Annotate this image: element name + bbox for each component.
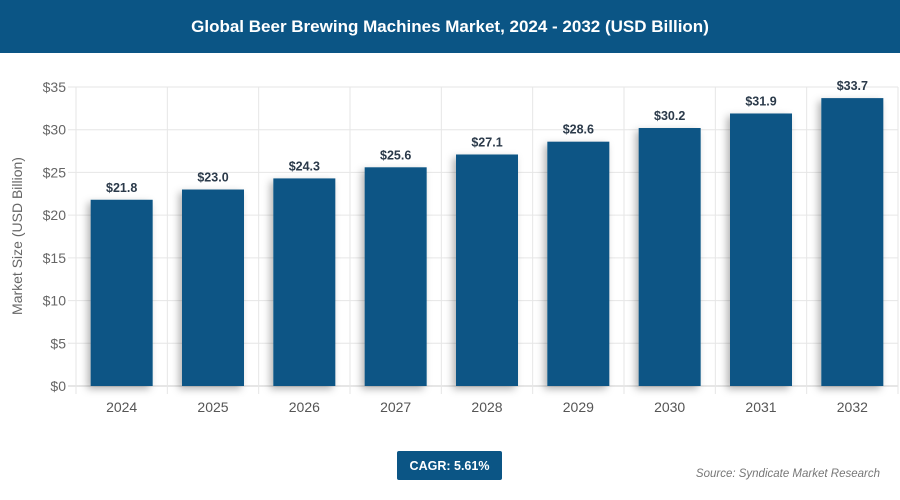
bar [364, 167, 427, 386]
bar [456, 154, 518, 386]
y-tick-label: $20 [43, 207, 67, 223]
data-label: $33.7 [837, 79, 868, 93]
chart-title: Global Beer Brewing Machines Market, 202… [0, 0, 900, 53]
x-tick-label: 2030 [654, 399, 685, 415]
x-tick-label: 2025 [197, 399, 228, 415]
y-tick-label: $5 [50, 335, 66, 351]
source-note: Source: Syndicate Market Research [695, 468, 880, 480]
y-tick-label: $25 [43, 164, 67, 180]
x-tick-label: 2027 [380, 399, 411, 415]
bar [90, 199, 153, 386]
y-tick-label: $35 [43, 79, 67, 95]
data-label: $25.6 [380, 148, 411, 162]
bar [730, 113, 792, 387]
y-tick-label: $10 [43, 293, 67, 309]
data-label: $23.0 [197, 171, 228, 185]
x-tick-label: 2026 [289, 399, 320, 415]
bar [821, 98, 884, 386]
y-axis-label: Market Size (USD Billion) [9, 157, 25, 315]
cagr-badge: CAGR: 5.61% [397, 451, 502, 480]
data-label: $24.3 [289, 159, 320, 173]
data-label: $21.8 [106, 181, 137, 195]
data-label: $27.1 [471, 135, 502, 149]
x-tick-label: 2032 [837, 399, 868, 415]
y-tick-label: $15 [43, 250, 67, 266]
y-tick-label: $0 [50, 378, 66, 394]
x-tick-label: 2024 [106, 399, 137, 415]
y-tick-label: $30 [43, 122, 67, 138]
data-label: $31.9 [745, 94, 776, 108]
x-tick-label: 2031 [745, 399, 776, 415]
bar [638, 128, 701, 386]
bar [273, 178, 336, 386]
x-tick-label: 2029 [563, 399, 594, 415]
bar [547, 141, 610, 386]
bar-chart: Market Size (USD Billion) $0 $5 $10 $15 $20 $… [9, 79, 899, 415]
data-label: $28.6 [563, 123, 594, 137]
x-tick-label: 2028 [471, 399, 502, 415]
data-label: $30.2 [654, 109, 685, 123]
bar [182, 189, 244, 386]
